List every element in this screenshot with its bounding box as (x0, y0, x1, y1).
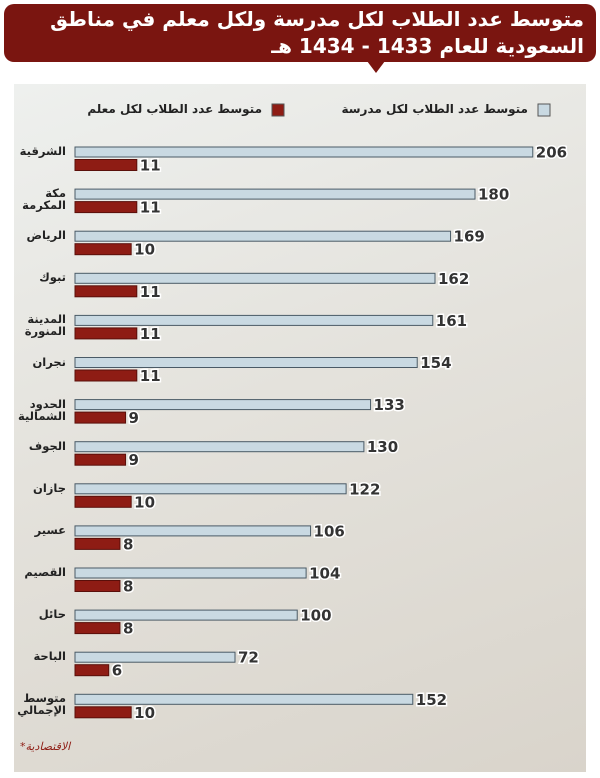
bar (74, 369, 138, 382)
value-label: 72 (238, 649, 259, 667)
bar (74, 243, 132, 256)
value-label: 11 (140, 157, 161, 175)
category-label: متوسط الإجمالي (17, 691, 66, 718)
bar (74, 272, 436, 284)
bar (74, 567, 307, 579)
value-label: 8 (123, 620, 133, 638)
bar (74, 651, 236, 663)
category-label: مكة المكرمة (22, 186, 66, 213)
value-label: 9 (129, 409, 139, 427)
value-label: 104 (309, 565, 340, 583)
bar (74, 327, 138, 340)
category-label: تبوك (39, 270, 66, 285)
value-label: 9 (129, 451, 139, 469)
bar (74, 706, 132, 719)
category-label: الشرقية (19, 144, 66, 158)
value-label: 122 (349, 480, 380, 498)
value-label: 206 (536, 144, 567, 162)
source-note: الاقتصادية* (20, 740, 71, 753)
category-label: المدينة المنورة (24, 312, 66, 339)
value-label: 11 (140, 367, 161, 385)
category-label: حائل (38, 607, 66, 622)
bar (74, 580, 121, 592)
bar (74, 622, 121, 635)
bar (74, 453, 127, 466)
bar (74, 525, 312, 537)
chart-title: متوسط عدد الطلاب لكل مدرسة ولكل معلم في … (50, 7, 584, 58)
category-label: القصيم (24, 565, 66, 579)
legend-swatch (271, 103, 285, 117)
bar (74, 201, 138, 214)
value-label: 161 (436, 312, 467, 330)
category-label: جازان (33, 480, 66, 495)
legend-label: متوسط عدد الطلاب لكل مدرسة (341, 102, 528, 116)
bar (74, 285, 138, 298)
bar (74, 537, 121, 550)
legend-swatch (537, 103, 551, 117)
bar (74, 693, 414, 705)
value-label: 6 (112, 662, 122, 680)
value-label: 154 (420, 354, 451, 372)
value-label: 180 (478, 186, 509, 204)
bar (74, 399, 372, 411)
value-label: 169 (454, 228, 485, 246)
category-label: نجران (32, 354, 66, 369)
category-label: الحدود الشمالية (18, 396, 66, 423)
bar (74, 483, 347, 495)
value-label: 100 (300, 607, 331, 625)
category-label: الجوف (28, 438, 66, 453)
bar (74, 357, 418, 368)
bar (74, 664, 110, 677)
value-label: 130 (367, 438, 398, 456)
bar (74, 314, 434, 326)
value-label: 162 (438, 270, 469, 288)
bar (74, 188, 476, 200)
bar (74, 230, 452, 242)
category-label: الرياض (26, 228, 66, 243)
bar (74, 411, 127, 424)
value-label: 11 (140, 283, 161, 301)
bar (74, 495, 132, 508)
value-label: 8 (123, 535, 133, 553)
value-label: 8 (123, 578, 133, 596)
category-label: عسير (34, 522, 66, 537)
value-label: 152 (416, 691, 447, 709)
value-label: 106 (314, 522, 345, 540)
value-label: 10 (134, 493, 155, 511)
category-label: الباحة (33, 649, 66, 664)
value-label: 11 (140, 325, 161, 343)
bar (74, 609, 298, 621)
bar (74, 159, 138, 171)
legend-label: متوسط عدد الطلاب لكل معلم (87, 102, 262, 116)
value-label: 10 (134, 241, 155, 259)
value-label: 10 (134, 704, 155, 722)
title-banner (4, 4, 596, 62)
bar (74, 441, 365, 453)
bar (74, 146, 534, 158)
value-label: 11 (140, 199, 161, 217)
banner-pointer (367, 61, 385, 73)
value-label: 133 (374, 396, 405, 414)
